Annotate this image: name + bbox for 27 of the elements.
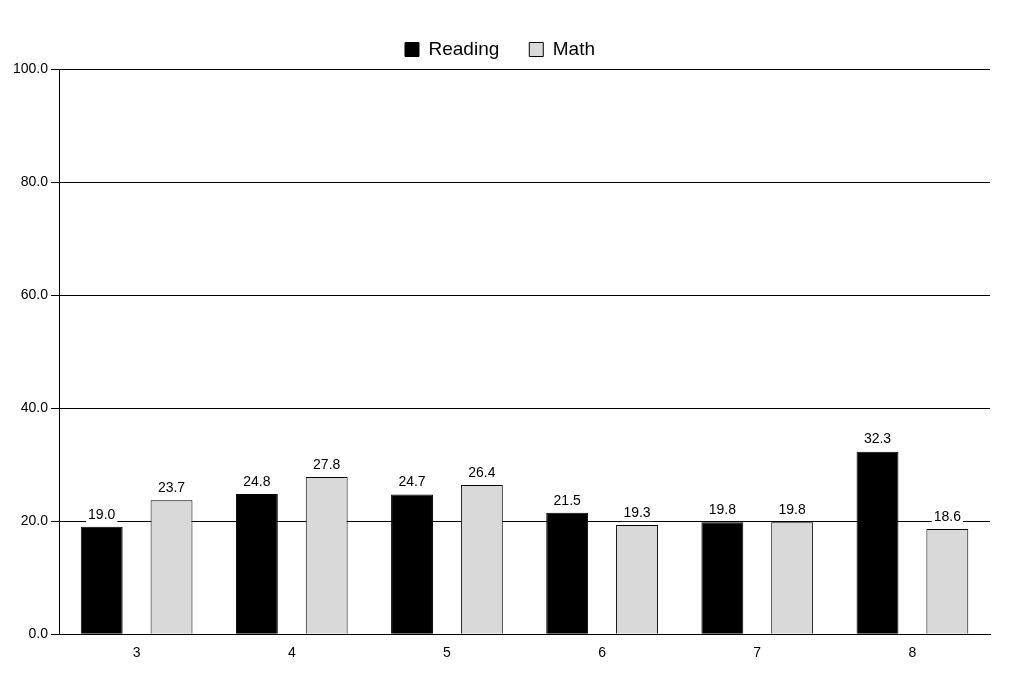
data-label: 21.5 <box>553 491 582 508</box>
data-label: 19.8 <box>778 501 807 518</box>
x-tick-label: 4 <box>287 644 296 661</box>
x-tick-label: 5 <box>443 644 452 661</box>
x-tick-label: 7 <box>753 644 762 661</box>
data-label: 19.8 <box>708 501 737 518</box>
y-tick-label: 60.0 <box>20 285 49 302</box>
data-label: 27.8 <box>313 455 341 472</box>
data-label: 19.3 <box>623 503 651 520</box>
x-tick-label: 6 <box>598 644 607 661</box>
data-label: 32.3 <box>863 430 892 447</box>
legend-label: Reading <box>428 37 500 59</box>
legend-label: Math <box>552 37 596 59</box>
data-label: 23.7 <box>157 479 186 496</box>
data-label: 26.4 <box>468 463 496 480</box>
data-label: 18.6 <box>933 507 962 524</box>
y-tick-label: 0.0 <box>28 625 49 642</box>
data-label: 24.7 <box>398 473 426 490</box>
y-tick-label: 20.0 <box>20 512 49 529</box>
bar <box>80 526 123 634</box>
data-label: 24.8 <box>243 472 271 489</box>
x-tick-label: 8 <box>908 644 917 661</box>
y-tick-label: 100.0 <box>12 59 49 76</box>
y-tick-label: 80.0 <box>20 172 49 189</box>
y-tick-label: 40.0 <box>20 398 49 415</box>
x-tick-label: 3 <box>132 644 141 661</box>
data-label: 19.0 <box>88 505 116 522</box>
